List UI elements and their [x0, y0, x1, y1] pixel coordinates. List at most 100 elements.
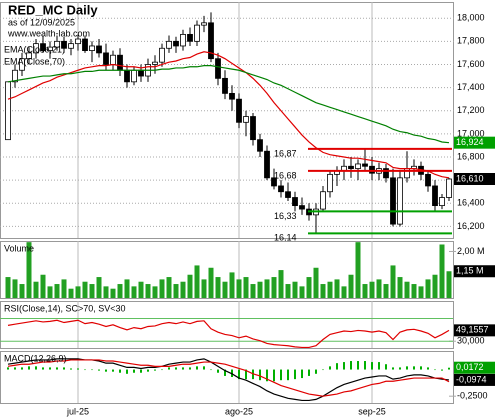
histogram-bar	[315, 369, 317, 374]
histogram-bar	[280, 369, 282, 381]
source: www.wealth-lab.com	[7, 28, 90, 38]
histogram-bar	[91, 369, 93, 371]
candle-body	[194, 24, 200, 42]
bar	[250, 284, 256, 298]
histogram-bar	[343, 362, 345, 370]
bar	[152, 286, 158, 298]
last-value-box	[454, 324, 495, 337]
candle-body	[439, 197, 445, 207]
histogram-bar	[294, 369, 296, 380]
y-tick-label: -0,2500	[457, 391, 488, 401]
bar	[47, 286, 53, 298]
bar	[404, 281, 410, 298]
candle-body	[285, 191, 291, 198]
histogram-bar	[413, 366, 415, 370]
bar	[271, 277, 277, 298]
histogram-bar	[147, 369, 149, 372]
bar	[229, 272, 235, 298]
legend-entry: EMA(Close,70)	[4, 56, 65, 66]
bar	[19, 284, 25, 298]
histogram-bar	[266, 369, 268, 382]
last-value-label: 16,924	[456, 137, 484, 147]
histogram-bar	[168, 367, 170, 370]
histogram-bar	[371, 362, 373, 370]
bar	[243, 277, 249, 298]
bar	[40, 274, 46, 298]
bar	[257, 281, 263, 298]
histogram-bar	[385, 364, 387, 370]
candle-body	[299, 205, 305, 210]
bar	[96, 277, 102, 298]
bar	[362, 284, 368, 298]
level-label: 16,14	[274, 233, 297, 243]
x-tick-label: ago-25	[225, 406, 253, 416]
candle-body	[362, 163, 368, 167]
histogram-bar	[259, 369, 261, 381]
candle-body	[229, 92, 235, 100]
bar	[327, 281, 333, 298]
histogram-bar	[196, 366, 198, 370]
last-value-label: 49,1557	[456, 325, 489, 335]
histogram-bar	[329, 366, 331, 370]
bar	[390, 265, 396, 298]
bar	[68, 288, 74, 298]
bar	[166, 277, 172, 298]
last-value-box	[454, 136, 495, 149]
bar	[306, 277, 312, 298]
last-value-label: -0,0974	[456, 374, 487, 384]
y-tick-label: 16,800	[457, 151, 485, 161]
candle-body	[397, 177, 403, 225]
histogram-bar	[133, 369, 135, 373]
bar	[159, 279, 165, 298]
line	[7, 51, 450, 179]
histogram-bar	[98, 369, 100, 371]
histogram-bar	[322, 369, 324, 371]
histogram-bar	[378, 362, 380, 370]
histogram-bar	[399, 367, 401, 370]
candle-body	[110, 54, 116, 65]
bar	[215, 277, 221, 298]
bar	[194, 265, 200, 298]
bar	[75, 286, 81, 298]
bar	[117, 284, 123, 298]
candle-body	[152, 61, 158, 65]
candle-body	[159, 47, 165, 63]
candle-body	[432, 185, 438, 207]
bar	[425, 279, 431, 298]
bar	[292, 281, 298, 298]
bar	[411, 284, 417, 298]
candle-body	[236, 98, 242, 123]
y-tick-label: 17,400	[457, 82, 485, 92]
histogram-bar	[7, 367, 9, 370]
bar	[12, 279, 18, 298]
bar	[26, 242, 32, 298]
histogram-bar	[420, 366, 422, 370]
bar	[264, 279, 270, 298]
histogram-bar	[217, 369, 219, 373]
bar	[446, 271, 452, 298]
candle-body	[173, 40, 179, 47]
candle-body	[187, 33, 193, 42]
candle-body	[19, 58, 25, 71]
candle-body	[124, 69, 130, 83]
bar	[418, 286, 424, 298]
bar	[124, 279, 130, 298]
candle-body	[320, 191, 326, 210]
histogram-bar	[448, 367, 450, 370]
last-value-box	[454, 361, 495, 374]
histogram-bar	[35, 366, 37, 370]
histogram-bar	[126, 369, 128, 374]
candle-body	[355, 163, 361, 169]
candle-body	[215, 58, 221, 79]
histogram-bar	[140, 369, 142, 373]
bar	[383, 284, 389, 298]
histogram-bar	[434, 369, 436, 371]
histogram-bar	[245, 369, 247, 380]
candle-body	[222, 77, 228, 94]
histogram-bar	[287, 369, 289, 381]
candle-body	[264, 150, 270, 179]
candle-body	[54, 40, 60, 48]
bar	[320, 284, 326, 298]
bar	[131, 286, 137, 298]
y-tick-label: 16,400	[457, 198, 485, 208]
